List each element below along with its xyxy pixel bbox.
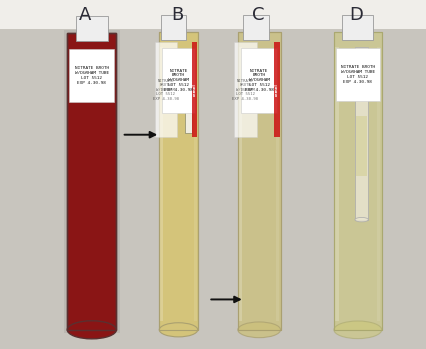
Bar bbox=[233, 42, 256, 138]
Text: A: A bbox=[79, 6, 91, 24]
Bar bbox=[376, 47, 380, 321]
Bar bbox=[333, 32, 381, 330]
Bar bbox=[335, 48, 379, 101]
Bar bbox=[161, 15, 185, 40]
Bar bbox=[155, 42, 176, 138]
Text: D: D bbox=[349, 6, 363, 24]
Bar bbox=[276, 47, 279, 321]
Bar bbox=[342, 15, 372, 40]
Text: C: C bbox=[251, 6, 264, 24]
Ellipse shape bbox=[159, 323, 197, 337]
Bar bbox=[273, 42, 279, 138]
Text: NITRATE
BROTH
W/DURHAM
LOT 5512
EXP 4-30-98: NITRATE BROTH W/DURHAM LOT 5512 EXP 4-30… bbox=[153, 79, 178, 101]
Bar bbox=[184, 110, 191, 133]
Bar bbox=[162, 48, 194, 113]
Text: NITRATE
BROTH
W/DURHAM
LOT 5512
EXP 4-30-98: NITRATE BROTH W/DURHAM LOT 5512 EXP 4-30… bbox=[232, 79, 258, 101]
Ellipse shape bbox=[333, 321, 381, 339]
Bar bbox=[76, 16, 108, 41]
Ellipse shape bbox=[67, 321, 116, 339]
Text: remel: remel bbox=[192, 83, 196, 96]
Bar bbox=[355, 116, 366, 177]
Bar bbox=[67, 33, 116, 330]
Bar bbox=[159, 32, 197, 330]
Bar bbox=[239, 47, 242, 321]
Bar bbox=[160, 47, 163, 321]
Text: remel: remel bbox=[274, 83, 279, 96]
Bar bbox=[237, 32, 280, 330]
Bar bbox=[354, 47, 368, 220]
Text: NITRATE
BROTH
W/DURHAM
LOT 5512
EXP 4-30-98: NITRATE BROTH W/DURHAM LOT 5512 EXP 4-30… bbox=[164, 69, 193, 92]
Bar bbox=[242, 15, 268, 40]
Bar bbox=[193, 47, 196, 321]
Bar bbox=[240, 48, 277, 113]
Ellipse shape bbox=[237, 322, 280, 337]
Bar bbox=[334, 47, 338, 321]
Bar bbox=[67, 33, 116, 330]
Bar bbox=[0, 0, 426, 29]
Bar bbox=[237, 32, 280, 330]
Text: NITRATE BROTH
W/DURHAM TUBE
LOT 5512
EXP 4-30-98: NITRATE BROTH W/DURHAM TUBE LOT 5512 EXP… bbox=[340, 65, 374, 84]
Bar bbox=[64, 30, 119, 333]
Bar bbox=[333, 32, 381, 330]
Ellipse shape bbox=[354, 217, 368, 222]
Text: NITRATE
BROTH
W/DURHAM
LOT 5512
EXP 4-30-98: NITRATE BROTH W/DURHAM LOT 5512 EXP 4-30… bbox=[244, 69, 273, 92]
Bar bbox=[192, 42, 197, 138]
Text: B: B bbox=[171, 6, 183, 24]
Text: NITRATE BROTH
W/DURHAM TUBE
LOT 5512
EXP 4-30-98: NITRATE BROTH W/DURHAM TUBE LOT 5512 EXP… bbox=[75, 66, 109, 85]
Bar bbox=[159, 32, 197, 330]
Bar bbox=[69, 49, 114, 102]
